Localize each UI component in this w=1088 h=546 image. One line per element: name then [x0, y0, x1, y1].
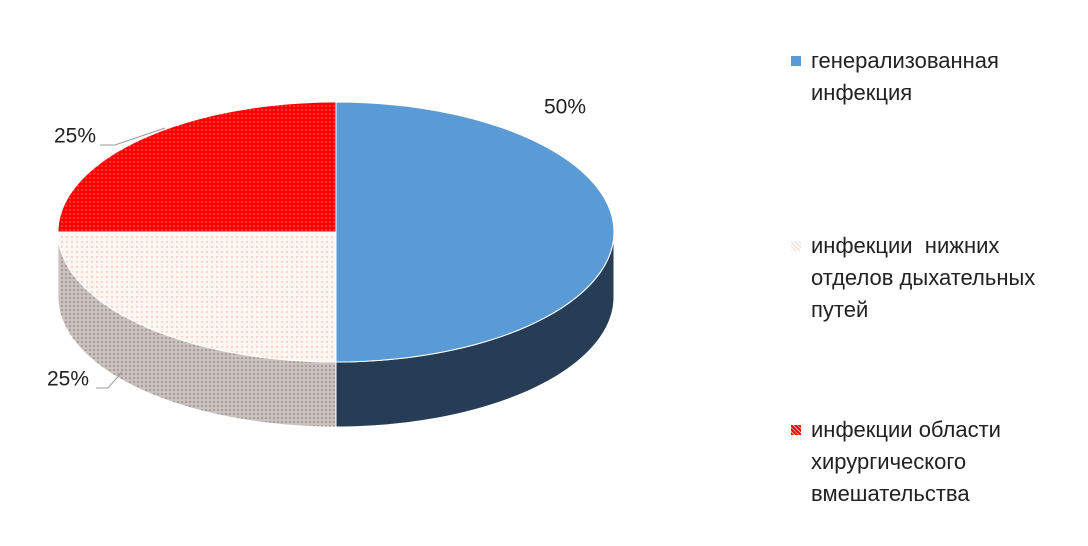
data-label: 25% [54, 125, 96, 148]
legend-marker [791, 425, 801, 435]
data-label: 50% [544, 96, 586, 119]
slice [57, 101, 337, 233]
slice [335, 101, 615, 363]
legend-label: инфекции области хирургического вмешател… [811, 417, 1008, 506]
legend-label: инфекции нижних отделов дыхательных путе… [811, 233, 1042, 322]
legend-label: генерализованная инфекция [811, 48, 1006, 105]
leader-line [100, 127, 166, 146]
data-label: 25% [47, 368, 89, 391]
legend-marker [791, 56, 801, 66]
legend-marker [791, 241, 801, 251]
leader-line [96, 371, 123, 389]
slice [57, 231, 337, 363]
